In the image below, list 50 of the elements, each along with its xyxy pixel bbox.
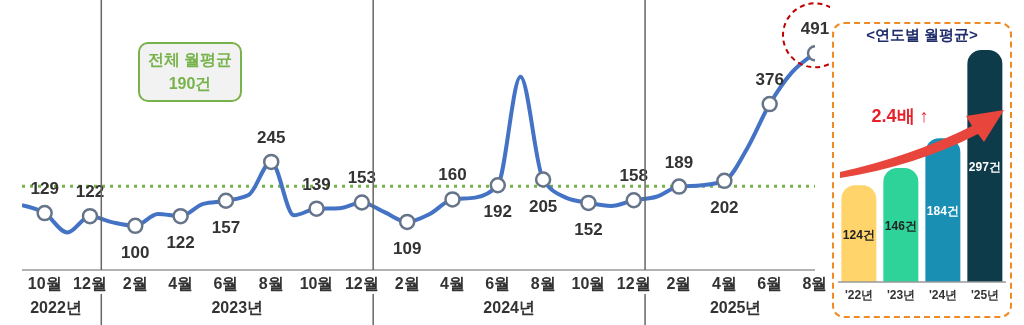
x-tick-label: 2월 <box>394 275 420 293</box>
text: 2023년 <box>211 299 264 316</box>
data-label: 184건 <box>926 204 959 219</box>
x-tick-label: 6월 <box>213 275 239 293</box>
x-tick-label: 12월 <box>344 275 379 293</box>
x-tick-label: 8월 <box>258 275 284 293</box>
data-label: 157 <box>211 217 241 237</box>
text: 2024년 <box>483 299 535 316</box>
data-label: 192 <box>483 202 512 222</box>
data-label: 245 <box>257 127 286 147</box>
x-tick-label: 12월 <box>616 275 651 293</box>
data-label: 152 <box>574 219 603 239</box>
data-label: 160 <box>438 165 467 185</box>
x-tick-label: 4월 <box>168 275 194 293</box>
x-tick-label: 12월 <box>73 275 107 293</box>
text: 2025년 <box>709 299 762 316</box>
x-tick-label: 2월 <box>122 275 148 293</box>
x-tick-label: 6월 <box>485 275 511 293</box>
x-tick-label: 4월 <box>711 275 737 293</box>
x-tick-label: 2월 <box>666 275 692 293</box>
data-label: 139 <box>302 174 331 194</box>
x-tick-label: '25년 <box>970 287 1000 302</box>
data-label: 202 <box>710 197 739 217</box>
data-label: 205 <box>528 196 558 216</box>
bar <box>841 185 877 282</box>
x-tick-label: 4월 <box>440 275 465 293</box>
annotation: 2.4배 ↑ <box>871 106 929 126</box>
ref-line-label: 전체 월평균 190건 <box>146 50 234 94</box>
data-label: 189 <box>664 152 694 172</box>
x-tick-label: '24년 <box>928 287 958 302</box>
data-label: 100 <box>121 242 150 262</box>
data-label: 129 <box>30 179 59 199</box>
x-tick-label: 8월 <box>802 275 828 293</box>
x-tick-label: 10월 <box>571 275 606 293</box>
data-label: 376 <box>755 70 784 90</box>
data-label: 122 <box>166 233 195 253</box>
data-label: 146건 <box>884 218 917 233</box>
x-tick-label: 6월 <box>757 275 783 293</box>
bar <box>883 167 919 282</box>
data-label: 297건 <box>968 160 1001 174</box>
data-label: 491 <box>800 19 830 39</box>
chart-title: <연도별 월평균> <box>865 26 979 45</box>
text: 2022년 <box>30 299 82 316</box>
x-tick-label: 8월 <box>530 275 556 293</box>
data-label: 109 <box>392 238 422 258</box>
x-tick-label: '23년 <box>886 287 916 302</box>
data-label: 124건 <box>842 227 875 242</box>
x-tick-label: 10월 <box>27 275 62 293</box>
x-tick-label: '22년 <box>844 287 874 302</box>
x-tick-label: 10월 <box>299 275 334 293</box>
